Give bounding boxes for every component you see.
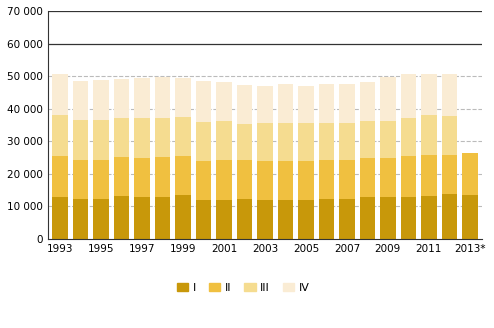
Bar (216, 121, 232, 160)
Bar (462, 195, 478, 239)
Bar (298, 200, 314, 239)
Bar (380, 121, 396, 158)
Bar (380, 158, 396, 197)
Bar (134, 78, 150, 118)
Bar (421, 196, 437, 239)
Bar (360, 158, 375, 197)
Bar (278, 200, 293, 239)
Bar (196, 200, 211, 239)
Bar (380, 197, 396, 239)
Bar (257, 86, 273, 123)
Bar (134, 197, 150, 239)
Bar (442, 116, 457, 155)
Bar (462, 154, 478, 195)
Bar (52, 74, 68, 115)
Bar (175, 78, 191, 117)
Bar (175, 117, 191, 156)
Bar (442, 73, 457, 116)
Bar (339, 84, 355, 123)
Bar (93, 80, 109, 120)
Bar (52, 115, 68, 156)
Bar (421, 114, 437, 155)
Bar (155, 157, 170, 197)
Bar (73, 159, 88, 199)
Bar (339, 123, 355, 160)
Bar (339, 160, 355, 199)
Bar (278, 84, 293, 123)
Bar (175, 195, 191, 239)
Bar (93, 199, 109, 239)
Bar (257, 161, 273, 200)
Bar (52, 156, 68, 197)
Bar (196, 161, 211, 200)
Bar (155, 197, 170, 239)
Bar (380, 77, 396, 121)
Bar (134, 157, 150, 197)
Bar (360, 121, 375, 158)
Bar (175, 156, 191, 195)
Bar (155, 118, 170, 157)
Bar (401, 74, 416, 118)
Bar (237, 160, 252, 199)
Bar (216, 200, 232, 239)
Bar (73, 199, 88, 239)
Bar (319, 199, 334, 239)
Bar (401, 156, 416, 197)
Legend: I, II, III, IV: I, II, III, IV (172, 279, 314, 298)
Bar (401, 197, 416, 239)
Bar (114, 118, 129, 157)
Bar (401, 118, 416, 156)
Bar (114, 196, 129, 239)
Bar (196, 81, 211, 122)
Bar (257, 200, 273, 239)
Bar (114, 157, 129, 196)
Bar (73, 120, 88, 159)
Bar (134, 118, 150, 157)
Bar (298, 123, 314, 161)
Bar (155, 77, 170, 118)
Bar (421, 74, 437, 114)
Bar (360, 197, 375, 239)
Bar (421, 155, 437, 196)
Bar (114, 79, 129, 118)
Bar (319, 160, 334, 199)
Bar (52, 197, 68, 239)
Bar (278, 123, 293, 161)
Bar (237, 199, 252, 239)
Bar (196, 122, 211, 161)
Bar (298, 86, 314, 123)
Bar (319, 84, 334, 123)
Bar (442, 194, 457, 239)
Bar (257, 123, 273, 161)
Bar (237, 124, 252, 160)
Bar (216, 82, 232, 121)
Bar (93, 159, 109, 199)
Bar (93, 120, 109, 159)
Bar (278, 161, 293, 200)
Bar (73, 81, 88, 120)
Bar (237, 85, 252, 124)
Bar (442, 155, 457, 194)
Bar (298, 161, 314, 200)
Bar (339, 199, 355, 239)
Bar (360, 82, 375, 121)
Bar (216, 160, 232, 200)
Bar (319, 123, 334, 160)
